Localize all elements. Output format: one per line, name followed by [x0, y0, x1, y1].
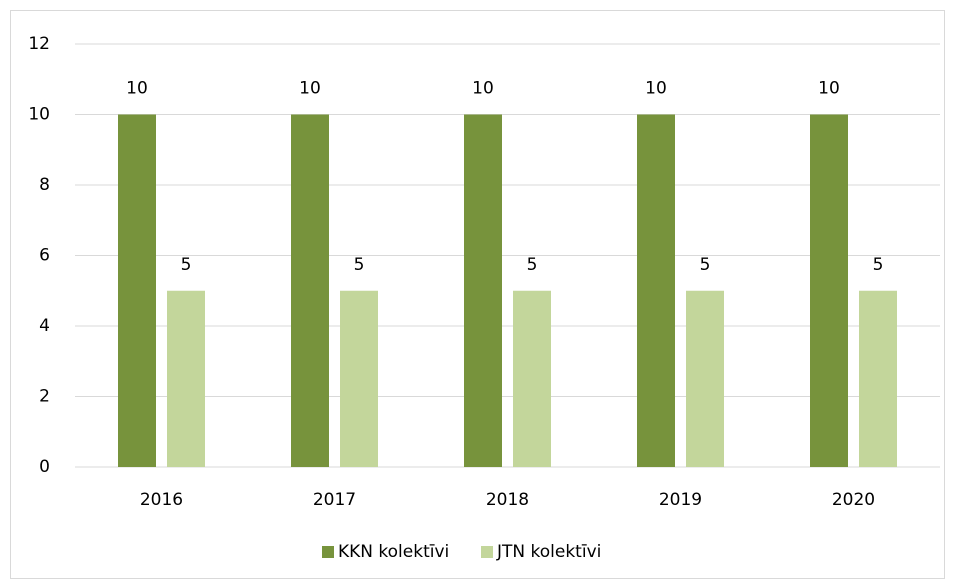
data-label: 5: [354, 255, 365, 275]
bar: [167, 290, 205, 467]
y-tick-label: 8: [39, 175, 50, 195]
x-tick-label: 2016: [140, 490, 183, 510]
data-label: 10: [645, 79, 667, 99]
data-label: 10: [818, 79, 840, 99]
bar: [464, 114, 502, 467]
bar: [859, 290, 897, 467]
data-label: 5: [181, 255, 192, 275]
legend-swatch: [322, 546, 334, 558]
bar: [513, 290, 551, 467]
y-tick-label: 0: [39, 457, 50, 477]
x-tick-label: 2020: [832, 490, 875, 510]
data-label: 10: [299, 79, 321, 99]
bar: [686, 290, 724, 467]
bar: [810, 114, 848, 467]
y-tick-label: 2: [39, 387, 50, 407]
x-tick-label: 2017: [313, 490, 356, 510]
data-label: 10: [472, 79, 494, 99]
bar: [118, 114, 156, 467]
legend-swatch: [481, 546, 493, 558]
legend-label: JTN kolektīvi: [496, 542, 601, 562]
y-tick-label: 12: [28, 34, 50, 54]
bar: [340, 290, 378, 467]
y-tick-label: 4: [39, 316, 50, 336]
data-label: 10: [126, 79, 148, 99]
x-tick-label: 2018: [486, 490, 529, 510]
data-label: 5: [527, 255, 538, 275]
bar: [637, 114, 675, 467]
y-tick-label: 6: [39, 246, 50, 266]
x-tick-label: 2019: [659, 490, 702, 510]
data-label: 5: [873, 255, 884, 275]
bar: [291, 114, 329, 467]
data-label: 5: [700, 255, 711, 275]
y-tick-label: 10: [28, 105, 50, 125]
legend-label: KKN kolektīvi: [338, 542, 449, 562]
